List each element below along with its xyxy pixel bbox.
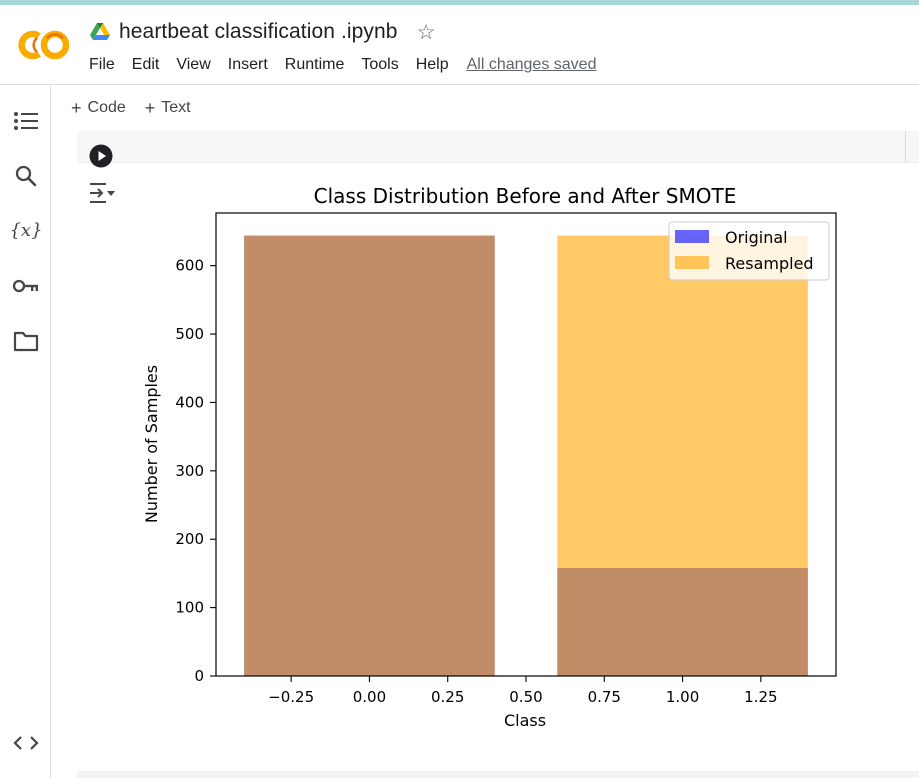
legend-label-resampled: Resampled	[725, 254, 814, 273]
y-tick-label: 300	[175, 462, 204, 480]
y-tick-label: 200	[175, 530, 204, 548]
legend-swatch-original	[675, 230, 709, 243]
cell-scroll-edge	[905, 131, 906, 163]
x-axis-label: Class	[504, 711, 546, 730]
plus-icon: +	[71, 97, 82, 118]
code-cell	[77, 131, 919, 771]
chart-title: Class Distribution Before and After SMOT…	[314, 184, 737, 208]
add-code-button[interactable]: + Code	[71, 98, 126, 119]
next-cell-strip	[77, 771, 919, 778]
bar-resampled-class-1	[557, 235, 808, 677]
notebook-header: heartbeat classification .ipynb ☆ File E…	[0, 5, 919, 85]
add-text-label: Text	[161, 99, 191, 116]
colab-logo[interactable]	[17, 27, 71, 63]
cell-header	[77, 131, 919, 163]
left-sidebar: {x}	[0, 86, 51, 778]
x-axis-ticks: −0.25 0.00 0.25 0.50 0.75 1.00 1.25	[268, 676, 778, 706]
variables-icon[interactable]: {x}	[9, 219, 43, 241]
x-tick-label: 0.75	[588, 688, 621, 706]
title-row: heartbeat classification .ipynb ☆	[90, 19, 435, 45]
bars-group	[244, 235, 808, 677]
x-tick-label: 1.25	[744, 688, 777, 706]
folder-icon[interactable]	[11, 326, 41, 356]
legend-label-original: Original	[725, 228, 788, 247]
menu-runtime[interactable]: Runtime	[284, 56, 345, 73]
menu-file[interactable]: File	[89, 56, 115, 73]
y-tick-label: 0	[194, 667, 204, 685]
table-of-contents-icon[interactable]	[11, 106, 41, 136]
menu-insert[interactable]: Insert	[227, 56, 268, 73]
y-axis-ticks: 0 100 200 300 400 500 600	[175, 257, 216, 685]
menu-edit[interactable]: Edit	[131, 56, 160, 73]
google-drive-icon[interactable]	[90, 23, 110, 41]
y-axis-label: Number of Samples	[142, 365, 161, 523]
y-tick-label: 100	[175, 599, 204, 617]
legend: Original Resampled	[668, 221, 830, 281]
add-text-button[interactable]: + Text	[145, 98, 191, 119]
notebook-title[interactable]: heartbeat classification .ipynb	[119, 20, 398, 43]
y-tick-label: 600	[175, 257, 204, 275]
menu-tools[interactable]: Tools	[361, 56, 399, 73]
play-circle-icon[interactable]	[89, 144, 113, 168]
menu-bar: File Edit View Insert Runtime Tools Help…	[89, 56, 596, 74]
output-actions-icon[interactable]	[88, 179, 116, 207]
x-tick-label: 1.00	[666, 688, 699, 706]
save-status-link[interactable]: All changes saved	[466, 56, 597, 73]
x-tick-label: 0.00	[353, 688, 386, 706]
code-snippets-icon[interactable]	[11, 728, 41, 758]
menu-view[interactable]: View	[176, 56, 211, 73]
x-tick-label: 0.50	[509, 688, 542, 706]
add-code-label: Code	[87, 99, 126, 116]
menu-help[interactable]: Help	[415, 56, 449, 73]
x-tick-label: −0.25	[268, 688, 314, 706]
y-tick-label: 500	[175, 325, 204, 343]
star-icon[interactable]: ☆	[416, 20, 436, 44]
cell-toolbar: + Code + Text	[52, 86, 919, 130]
y-tick-label: 400	[175, 393, 204, 411]
secrets-key-icon[interactable]	[11, 271, 41, 301]
class-distribution-chart: Class Distribution Before and After SMOT…	[142, 184, 837, 730]
browser-top-strip	[0, 0, 919, 5]
search-icon[interactable]	[11, 161, 41, 191]
x-tick-label: 0.25	[431, 688, 464, 706]
bar-resampled-class-0	[244, 235, 495, 677]
legend-swatch-resampled	[675, 256, 709, 269]
plus-icon: +	[144, 97, 156, 118]
